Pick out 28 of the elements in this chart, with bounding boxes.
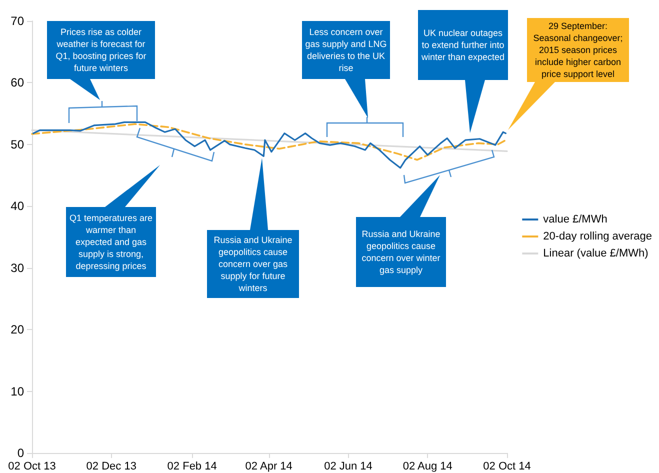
x-tick-label: 02 Oct 13 — [8, 460, 56, 472]
speech-bubble: 29 September: Seasonal changeover; 2015 season prices include higher carbon price support level — [508, 18, 629, 130]
annotation: Less concern over gas supply and LNG deliveries to the UK rise — [302, 21, 390, 79]
x-tick-label: 02 Dec 13 — [86, 460, 136, 472]
speech-bubble: Russia and Ukraine geopolitics cause concern over gas supply for future winters — [207, 158, 299, 298]
annotation: Q1 temperatures are warmer than expected and gas supply is strong, depressing prices — [66, 207, 156, 277]
y-tick-label: 20 — [10, 322, 24, 337]
x-tick-label: 02 Aug 14 — [402, 460, 452, 472]
legend-label: value £/MWh — [543, 214, 608, 226]
annotation: Prices rise as colder weather is forecast for Q1, boosting prices for future winters — [47, 21, 155, 79]
y-tick-label: 30 — [10, 260, 24, 275]
y-tick-label: 40 — [10, 199, 24, 214]
x-tick-label: 02 Feb 14 — [167, 460, 217, 472]
x-tick-label: 02 Oct 14 — [483, 460, 531, 472]
y-tick-label: 60 — [10, 76, 24, 90]
y-tick-label: 70 — [10, 14, 24, 28]
line-series — [32, 121, 506, 169]
y-tick-label: 0 — [17, 446, 24, 460]
x-tick-label: 02 Apr 14 — [245, 460, 292, 472]
annotation: UK nuclear outages to extend further into winter than expected — [418, 10, 508, 80]
legend-label: Linear (value £/MWh) — [543, 248, 648, 260]
line-series — [31, 123, 508, 161]
annotation: Russia and Ukraine geopolitics cause concern over gas supply for future winters — [207, 230, 299, 298]
annotation: Russia and Ukraine geopolitics cause concern over winter gas supply — [356, 217, 446, 287]
y-tick-label: 50 — [10, 137, 24, 152]
y-tick-label: 10 — [10, 384, 24, 398]
legend-label: 20-day rolling average — [543, 230, 652, 242]
x-tick-label: 02 Jun 14 — [324, 460, 372, 472]
